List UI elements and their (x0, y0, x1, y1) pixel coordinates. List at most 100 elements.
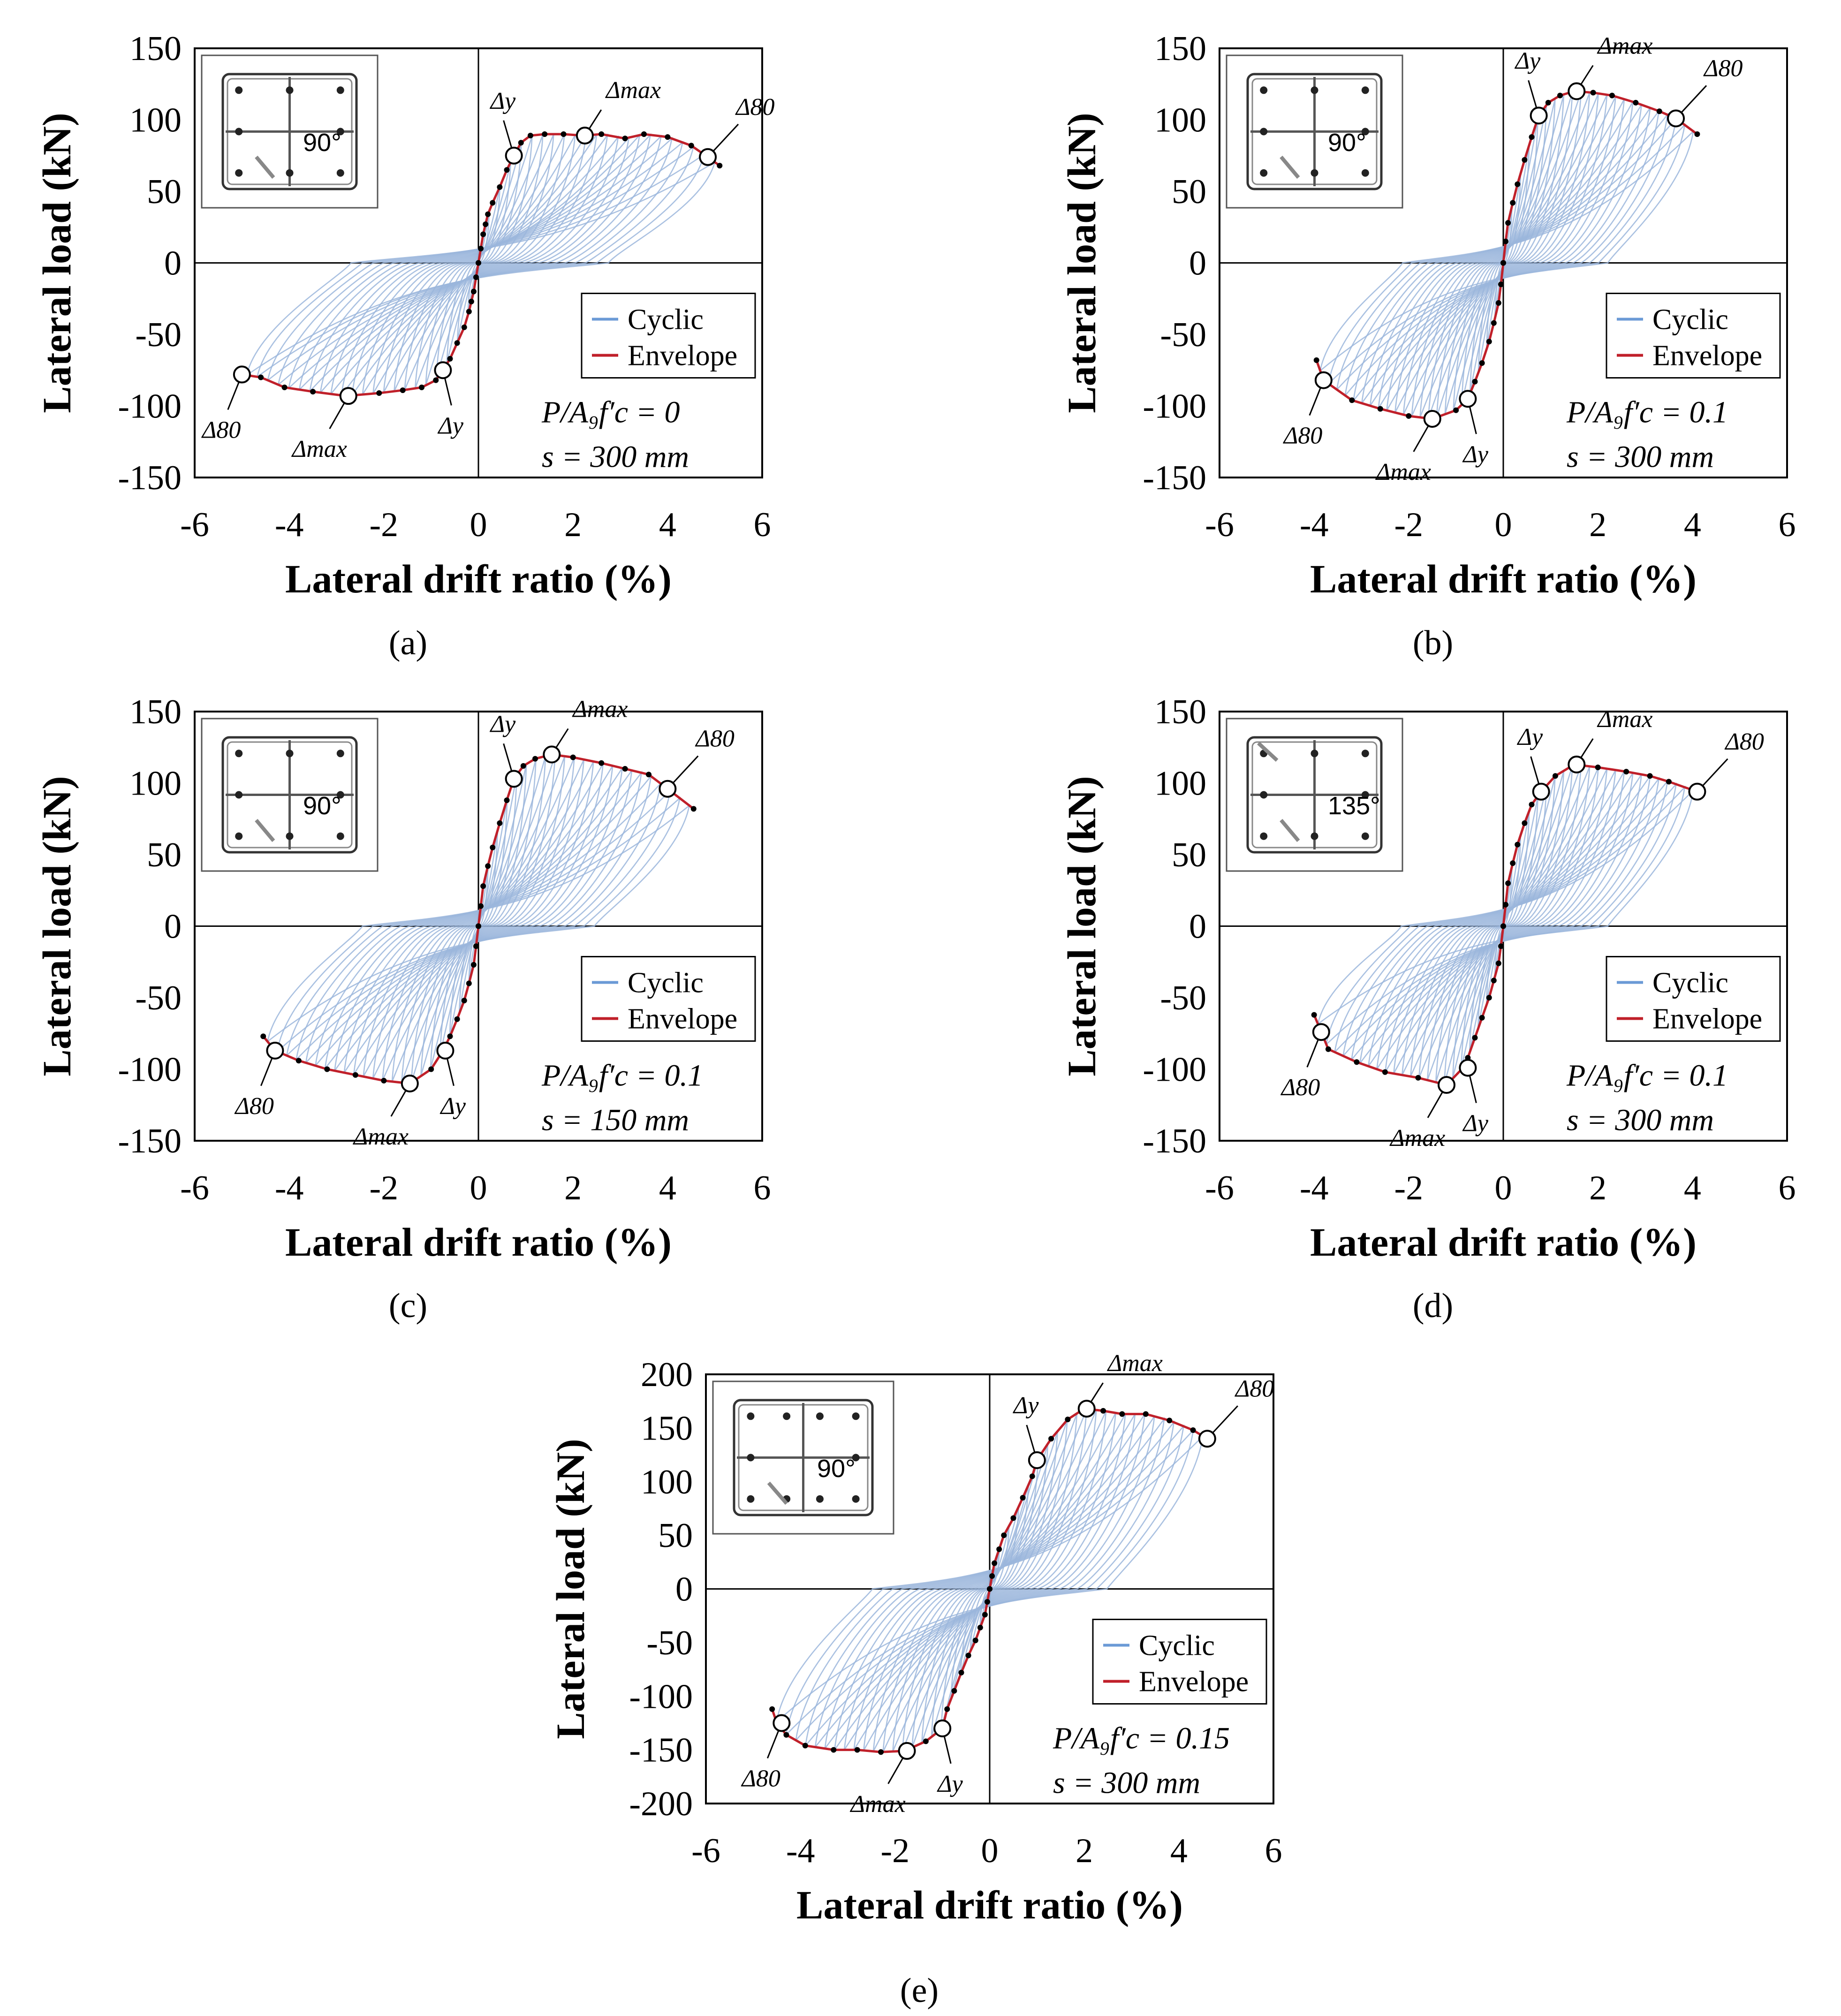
key-point-marker (436, 1041, 455, 1060)
y-tick-label: -150 (118, 1122, 182, 1160)
tie-spacing: s = 300 mm (1567, 440, 1714, 474)
key-point-label: Δmax (1375, 459, 1431, 485)
envelope-point (1001, 1532, 1007, 1539)
envelope-point (260, 1033, 266, 1039)
axial-load-ratio: P/A₉f′c = 0.1 (1566, 1059, 1728, 1093)
key-point-marker (1459, 1059, 1477, 1077)
envelope-point (570, 754, 576, 760)
key-point-marker (1028, 1451, 1046, 1469)
envelope-point (324, 1066, 330, 1072)
envelope-point (1313, 357, 1319, 363)
panel-label: (c) (389, 1287, 427, 1325)
rebar-dot (1260, 86, 1268, 94)
envelope-point (542, 131, 548, 137)
envelope-point (878, 1749, 884, 1755)
axial-load-ratio: P/A₉f′c = 0.1 (1566, 395, 1728, 430)
envelope-point (1498, 943, 1504, 949)
key-point-marker (1530, 106, 1548, 125)
panel-label: (d) (1413, 1287, 1453, 1325)
envelope-point (1633, 99, 1639, 106)
envelope-point (400, 387, 406, 393)
x-tick-label: -6 (180, 1169, 209, 1207)
envelope-point (646, 772, 652, 778)
y-tick-label: -100 (629, 1677, 693, 1716)
y-axis-label: Lateral load (kN) (34, 776, 79, 1076)
axial-load-ratio: P/A₉f′c = 0.1 (541, 1059, 703, 1093)
y-tick-label: 0 (1189, 908, 1206, 946)
key-point-label: Δmax (1597, 706, 1652, 733)
y-tick-label: -50 (646, 1624, 693, 1662)
y-tick-label: -50 (1160, 979, 1206, 1017)
envelope-point (504, 797, 510, 803)
key-point-marker (266, 1041, 284, 1060)
key-point-label: Δ80 (741, 1765, 780, 1792)
y-tick-label: 150 (129, 30, 182, 68)
x-tick-label: 4 (1170, 1832, 1188, 1870)
envelope-point (831, 1747, 837, 1753)
legend-label-cyclic: Cyclic (628, 967, 704, 999)
rebar-dot (235, 791, 243, 799)
x-axis-label: Lateral drift ratio (%) (1310, 1220, 1697, 1265)
envelope-point (454, 340, 460, 346)
y-tick-label: -150 (118, 459, 182, 497)
cross-section-inset: 90° (1226, 54, 1403, 209)
y-tick-label: 150 (641, 1409, 693, 1448)
key-point-label: Δy (439, 1093, 466, 1120)
tie-spacing: s = 300 mm (1053, 1766, 1200, 1800)
envelope-point (468, 298, 474, 304)
x-tick-label: 6 (1779, 506, 1796, 544)
y-tick-label: -150 (1143, 1122, 1206, 1160)
envelope-point (1510, 860, 1516, 866)
chart-panel-e: Δy Δmax Δ80 Δy Δmax Δ80 200 150 100 50 0 -50 -100 -15… (548, 1350, 1282, 2010)
rebar-dot (286, 86, 294, 94)
envelope-point (490, 200, 496, 206)
rebar-dot (816, 1495, 824, 1503)
x-axis-label: Lateral drift ratio (%) (285, 1220, 672, 1265)
envelope-point (258, 374, 264, 380)
envelope-point (473, 274, 479, 280)
rebar-dot (747, 1495, 755, 1503)
y-tick-label: 0 (164, 244, 182, 283)
envelope-point (433, 377, 439, 383)
tie-spacing: s = 150 mm (542, 1103, 689, 1137)
envelope-point (854, 1747, 860, 1753)
key-point-marker (1198, 1430, 1216, 1448)
rebar-dot (1260, 791, 1268, 799)
y-tick-label: -100 (1143, 387, 1206, 426)
y-tick-label: 100 (641, 1463, 693, 1501)
hook-detail (255, 155, 275, 179)
envelope-point (447, 356, 453, 362)
y-tick-label: -50 (135, 316, 182, 354)
key-point-label: Δy (490, 88, 516, 114)
y-tick-label: -50 (135, 979, 182, 1017)
y-tick-label: -200 (629, 1785, 693, 1823)
envelope-point (1100, 1408, 1106, 1414)
envelope-point (504, 167, 510, 173)
legend-label-envelope: Envelope (1139, 1666, 1249, 1698)
key-point-label: Δmax (850, 1791, 906, 1818)
hook-angle-label: 90° (1328, 129, 1366, 157)
envelope-point (470, 962, 477, 968)
hook-angle-label: 90° (303, 792, 341, 820)
x-axis-label: Lateral drift ratio (%) (285, 556, 672, 601)
cross-section-inset: 90° (201, 54, 379, 209)
envelope-point (447, 1033, 453, 1039)
x-tick-label: -2 (370, 1169, 399, 1207)
rebar-dot (286, 750, 294, 758)
envelope-point (622, 136, 628, 142)
panel-label: (b) (1413, 624, 1453, 662)
cross-section-inset: 135° (1226, 718, 1403, 872)
rebar-dot (336, 128, 344, 136)
envelope-point (690, 806, 697, 812)
envelope-point (951, 1688, 957, 1694)
x-tick-label: 4 (1684, 506, 1701, 544)
key-point-label: Δy (1517, 724, 1544, 750)
x-tick-label: 0 (470, 1169, 487, 1207)
rebar-dot (286, 832, 294, 840)
envelope-point (561, 131, 567, 137)
legend-box (1606, 956, 1781, 1042)
x-axis-label: Lateral drift ratio (%) (796, 1882, 1183, 1927)
rebar-dot (1260, 128, 1268, 136)
x-tick-label: 6 (1779, 1169, 1796, 1207)
envelope-point (1349, 397, 1355, 403)
